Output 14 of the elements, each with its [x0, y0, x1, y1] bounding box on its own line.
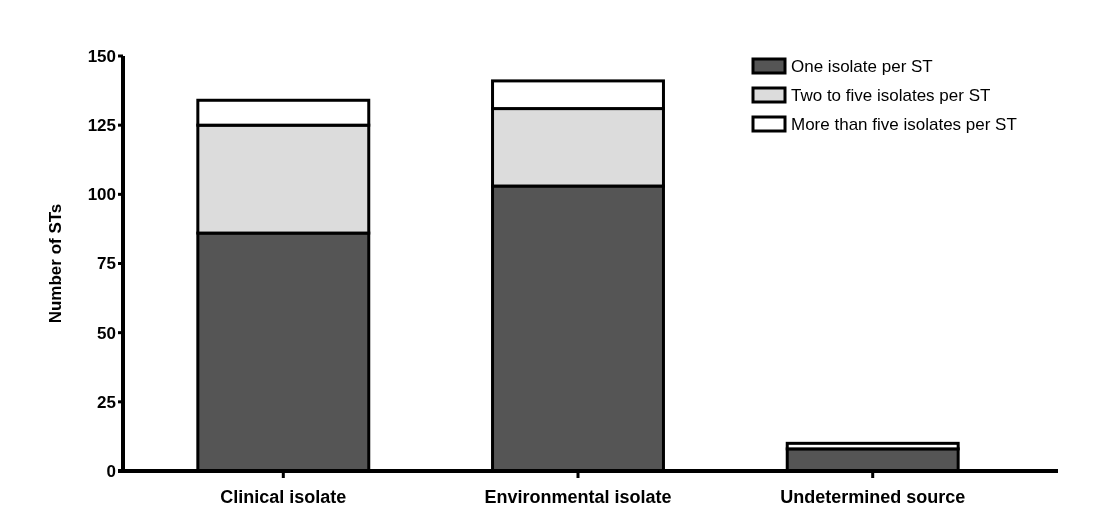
- x-tick-label: Environmental isolate: [484, 487, 672, 507]
- legend-label: More than five isolates per ST: [791, 115, 1017, 134]
- y-tick-label: 25: [97, 392, 116, 412]
- y-tick-label: 75: [97, 254, 116, 274]
- y-tick-label: 0: [106, 461, 116, 481]
- legend-label: One isolate per ST: [791, 57, 933, 76]
- legend-label: Two to five isolates per ST: [791, 86, 991, 105]
- x-tick-label: Clinical isolate: [220, 487, 347, 507]
- y-tick-label: 150: [87, 46, 116, 66]
- y-axis-title: Number of STs: [46, 203, 65, 324]
- y-tick-label: 125: [87, 116, 116, 136]
- y-tick-label: 50: [97, 323, 116, 343]
- y-tick-label: 100: [87, 185, 116, 205]
- x-tick-label: Undetermined source: [780, 487, 966, 507]
